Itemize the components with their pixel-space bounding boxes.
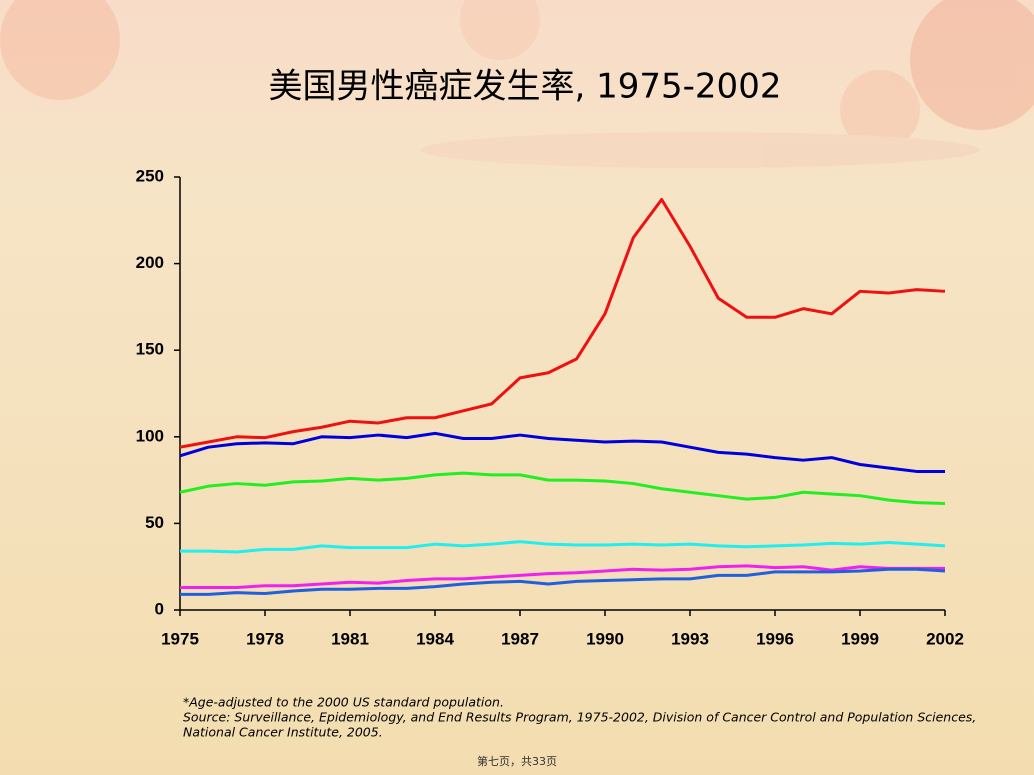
x-tick-label: 1978: [246, 629, 284, 648]
series-line: [180, 540, 946, 554]
series-line: [179, 198, 946, 449]
x-tick-label: 1987: [501, 629, 539, 648]
note: *Age-adjusted to the 2000 US standard po…: [183, 695, 504, 710]
y-tick-label: 0: [155, 599, 164, 618]
y-tick-label: 200: [136, 253, 164, 272]
x-tick-label: 1981: [331, 629, 369, 648]
y-tick-label: 150: [136, 340, 164, 359]
plot: 0 50 100 150 200 250 1975 1978 1981 1984 1987 1990 1…: [136, 166, 964, 648]
x-tick-label: 1996: [756, 629, 794, 648]
series-line: [179, 431, 945, 473]
page-footer: 第七页，共33页: [477, 754, 557, 768]
note: Source: Surveillance, Epidemiology, and …: [183, 710, 976, 725]
x-tick-label: 1975: [161, 629, 199, 648]
y-tick-label: 100: [136, 426, 164, 445]
decoration: [0, 0, 1034, 168]
y-tick-label: 50: [145, 513, 164, 532]
series-line: [180, 567, 946, 596]
x-tick-label: 1990: [586, 629, 624, 648]
note: National Cancer Institute, 2005.: [183, 725, 383, 740]
x-tick-label: 2002: [926, 629, 964, 648]
x-tick-label: 1984: [416, 629, 454, 648]
x-tick-label: 1999: [841, 629, 879, 648]
series-line: [180, 564, 945, 589]
x-tick-label: 1993: [671, 629, 709, 648]
y-tick-label: 250: [136, 166, 164, 185]
chart-title: 美国男性癌症发生率, 1975-2002: [269, 67, 782, 107]
series-line: [179, 471, 946, 505]
